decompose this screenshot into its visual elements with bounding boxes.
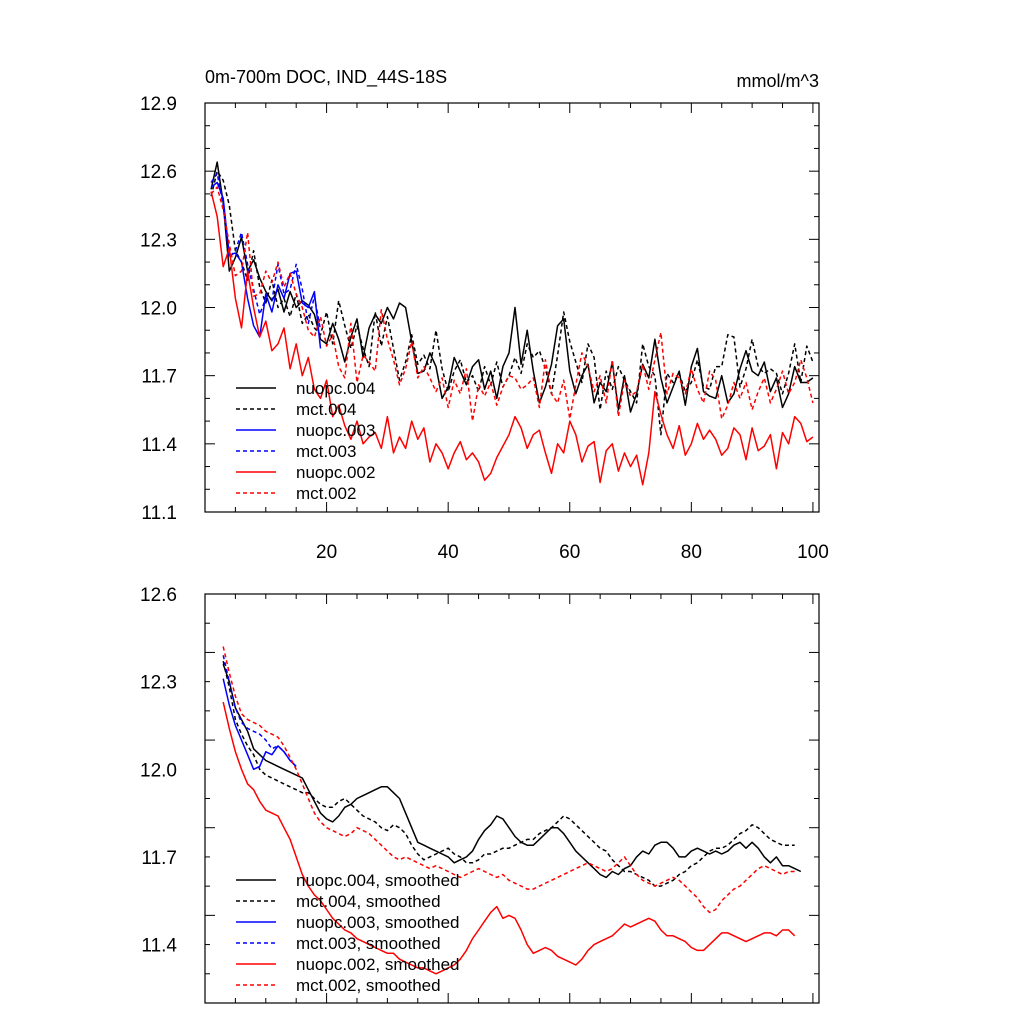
top-y-tick-label-12-6: 12.6 [140,162,177,183]
top-x-tick-label-60: 60 [559,542,580,563]
bottom-series-line-nuopc-004-smoothed [222,663,802,879]
bottom-y-tick-label-11-7: 11.7 [141,848,177,869]
bottom-legend: nuopc.004, smoothed mct.004, smoothed nuop… [236,871,460,995]
bottom-series-line-mct-002-smoothed [222,646,795,914]
top-x-tick-label-80: 80 [681,542,702,563]
top-y-tick-label-11-1: 11.1 [141,503,177,524]
bottom-legend-label-nuopc-002-smoothed: nuopc.002, smoothed [296,955,460,974]
top-series-line-nuopc-002 [210,191,814,486]
top-legend-label-nuopc-004: nuopc.004 [296,379,375,398]
top-y-tick-labels: 11.1 11.4 11.7 12.0 12.3 12.6 12.9 [140,94,177,524]
top-y-tick-label-11-4: 11.4 [141,435,177,456]
top-panel-raw: 11.1 11.4 11.7 12.0 12.3 12.6 12.9 20 40 60 80 100… [140,67,829,563]
top-x-tick-label-100: 100 [797,542,829,563]
top-y-tick-label-12-9: 12.9 [140,94,177,115]
top-tick-marks [205,102,819,513]
top-y-tick-label-12-3: 12.3 [140,230,177,251]
top-y-tick-label-11-7: 11.7 [141,367,177,388]
bottom-y-tick-labels: 11.4 11.7 12.0 12.3 12.6 [140,585,177,957]
bottom-y-tick-label-12-3: 12.3 [140,673,177,694]
top-series-lines [210,161,814,486]
top-legend-label-nuopc-002: nuopc.002 [296,463,375,482]
top-units-label: mmol/m^3 [737,71,819,91]
bottom-legend-label-mct-003-smoothed: mct.003, smoothed [296,934,441,953]
bottom-series-lines [222,646,802,975]
bottom-legend-label-nuopc-004-smoothed: nuopc.004, smoothed [296,871,460,890]
top-legend-label-mct-002: mct.002 [296,484,356,503]
top-series-line-mct-004 [210,170,814,436]
top-series-line-mct-002 [210,186,814,422]
bottom-series-line-nuopc-002-smoothed [222,701,796,975]
top-x-tick-label-40: 40 [438,542,459,563]
top-legend-label-nuopc-003: nuopc.003 [296,421,375,440]
bottom-y-tick-label-12-6: 12.6 [140,585,177,606]
bottom-series-line-mct-003-smoothed [222,655,297,767]
top-chart-title: 0m-700m DOC, IND_44S-18S [205,67,447,88]
bottom-legend-label-mct-004-smoothed: mct.004, smoothed [296,892,441,911]
bottom-legend-label-nuopc-003-smoothed: nuopc.003, smoothed [296,913,460,932]
top-x-tick-label-20: 20 [316,542,337,563]
top-y-tick-label-12-0: 12.0 [140,299,177,320]
bottom-series-line-mct-004-smoothed [222,661,795,887]
bottom-tick-marks [205,593,819,1004]
bottom-legend-label-mct-002-smoothed: mct.002, smoothed [296,976,441,995]
top-legend-label-mct-003: mct.003 [296,442,356,461]
top-legend-label-mct-004: mct.004 [296,400,356,419]
bottom-panel-smoothed: 11.4 11.7 12.0 12.3 12.6 nuopc.004, smoothed… [140,585,820,1004]
bottom-y-tick-label-11-4: 11.4 [141,936,177,957]
top-series-line-mct-003 [210,172,322,331]
top-x-tick-labels: 20 40 60 80 100 [316,542,829,563]
bottom-y-tick-label-12-0: 12.0 [140,760,177,781]
top-legend: nuopc.004 mct.004 nuopc.003 mct.003 nuopc.00… [236,379,375,503]
